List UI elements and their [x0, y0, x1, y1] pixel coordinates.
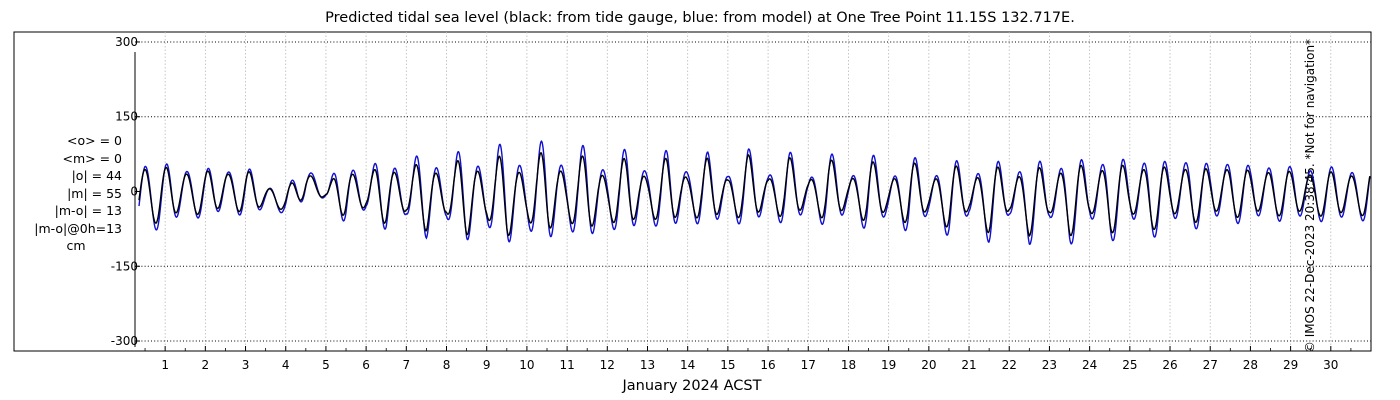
y-tick-label: 150 [115, 110, 138, 124]
x-tick-label: 20 [921, 358, 936, 372]
y-tick-label: 0 [130, 185, 138, 199]
stats-line: |o| = 44 [71, 168, 122, 183]
x-tick-label: 28 [1243, 358, 1258, 372]
stats-line: <o> = 0 [67, 133, 122, 148]
x-tick-label: 19 [881, 358, 896, 372]
x-tick-label: 2 [202, 358, 210, 372]
x-tick-label: 17 [801, 358, 816, 372]
outer-frame [13, 31, 1372, 352]
y-tick-label: -300 [111, 334, 138, 348]
x-tick-label: 16 [760, 358, 775, 372]
x-tick-label: 14 [680, 358, 695, 372]
x-tick-label: 22 [1002, 358, 1017, 372]
x-tick-label: 4 [282, 358, 290, 372]
x-tick-label: 10 [519, 358, 534, 372]
x-tick-label: 5 [322, 358, 330, 372]
x-tick-label: 13 [640, 358, 655, 372]
x-tick-label: 24 [1082, 358, 1097, 372]
series-layer [138, 140, 1371, 246]
x-tick-label: 18 [841, 358, 856, 372]
x-tick-label: 25 [1122, 358, 1137, 372]
x-tick-label: 6 [362, 358, 370, 372]
x-tick-label: 30 [1323, 358, 1338, 372]
stats-line: <m> = 0 [62, 150, 123, 166]
x-axis-label: January 2024 ACST [622, 378, 762, 394]
x-tick-label: 23 [1042, 358, 1057, 372]
y-tick-label: -150 [111, 259, 138, 273]
stats-line: |m-o|@0h=13 [34, 220, 122, 236]
grid-layer [135, 32, 1371, 351]
x-tick-label: 21 [961, 358, 976, 372]
stats-unit: cm [66, 238, 86, 253]
x-tick-label: 7 [402, 358, 410, 372]
x-tick-label: 3 [242, 358, 250, 372]
axis-layer: 1 2 3 4 5 6 7 8 9 10 11 12 13 14 15 16 17 18 19 20 21 22 23 24 2… [111, 35, 1352, 372]
y-tick-label: 300 [115, 35, 138, 49]
x-tick-label: 15 [720, 358, 735, 372]
x-tick-label: 8 [443, 358, 451, 372]
x-tick-label: 29 [1283, 358, 1298, 372]
x-tick-label: 27 [1203, 358, 1218, 372]
x-tick-label: 9 [483, 358, 491, 372]
series-line-tide-gauge [138, 151, 1371, 238]
chart-title: Predicted tidal sea level (black: from t… [325, 10, 1075, 26]
stats-line: |m-o| = 13 [54, 203, 122, 218]
stats-line: |m| = 55 [67, 185, 122, 201]
x-tick-label: 12 [600, 358, 615, 372]
x-tick-label: 11 [559, 358, 574, 372]
stats-panel: <o> = 0 <m> = 0 |o| = 44 |m| = 55 |m-o| … [4, 132, 122, 255]
x-tick-label: 26 [1162, 358, 1177, 372]
x-tick-label: 1 [161, 358, 169, 372]
